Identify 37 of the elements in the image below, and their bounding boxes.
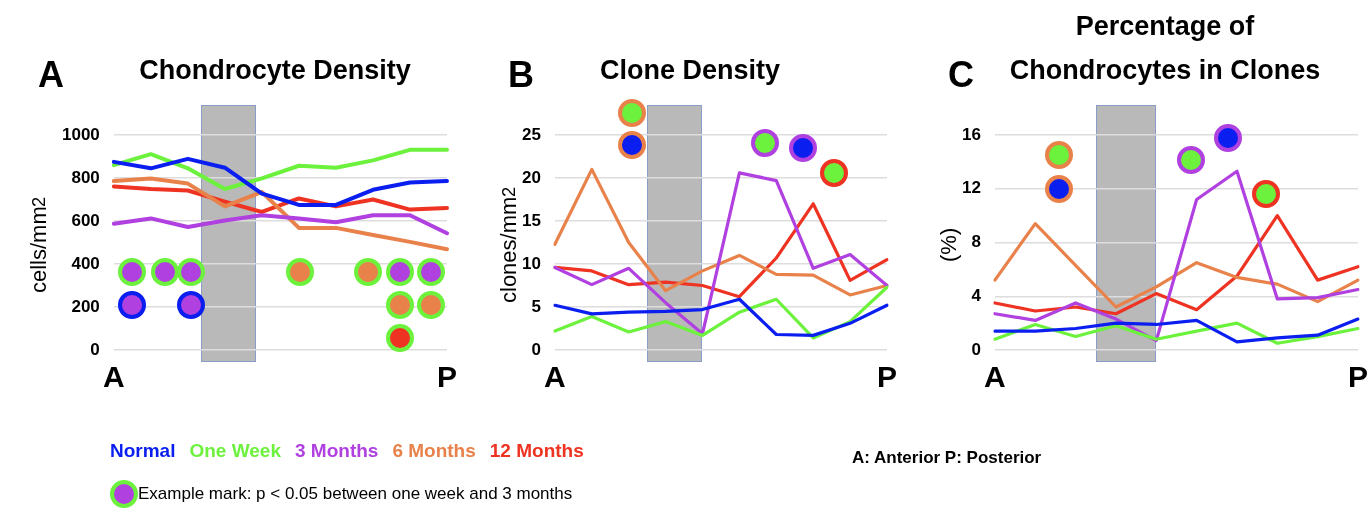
x-tick-label: A	[544, 360, 566, 394]
y-tick-label: 5	[531, 296, 541, 316]
y-axis-title: (%)	[936, 226, 962, 265]
text: B	[508, 54, 534, 96]
x-tick-label: P	[876, 360, 897, 394]
text: 6 Months	[392, 440, 476, 461]
y-tick-label: 0	[90, 339, 100, 359]
chart-title: Percentage of Chondrocytes in Clones	[1008, 10, 1322, 87]
y-tick-label: 0	[971, 339, 981, 359]
y-tick-label: 25	[521, 124, 541, 144]
y-tick-label: 4	[971, 285, 982, 305]
y-tick-label: 20	[521, 167, 541, 187]
text: One Week	[189, 440, 281, 461]
text: A	[38, 54, 64, 96]
y-tick-label: 8	[971, 232, 981, 252]
y-tick-label: 400	[71, 253, 100, 273]
text: A: Anterior P: Posterior	[852, 448, 1042, 468]
x-tick-label: P	[1347, 360, 1368, 394]
chart-title: Clone Density	[599, 55, 781, 85]
y-tick-label: 12	[961, 178, 981, 198]
y-tick-label: 16	[961, 124, 981, 144]
text: C	[948, 54, 974, 96]
chart-title: Chondrocyte Density	[138, 54, 412, 87]
y-tick-label: 0	[531, 339, 541, 359]
x-tick-label: A	[984, 360, 1006, 394]
text: 12 Months	[489, 440, 584, 461]
x-tick-label: P	[436, 360, 457, 394]
y-tick-label: 15	[521, 210, 541, 230]
y-tick-label: 200	[71, 296, 100, 316]
text: Example mark: p < 0.05 between one week and 3 months	[138, 484, 573, 504]
text: 3 Months	[295, 440, 379, 461]
y-tick-label: 600	[71, 210, 100, 230]
x-tick-label: A	[102, 360, 125, 394]
y-tick-label: 1000	[61, 124, 100, 144]
text: Normal	[110, 440, 176, 461]
y-tick-label: 800	[71, 167, 100, 187]
y-tick-label: 10	[521, 253, 541, 273]
